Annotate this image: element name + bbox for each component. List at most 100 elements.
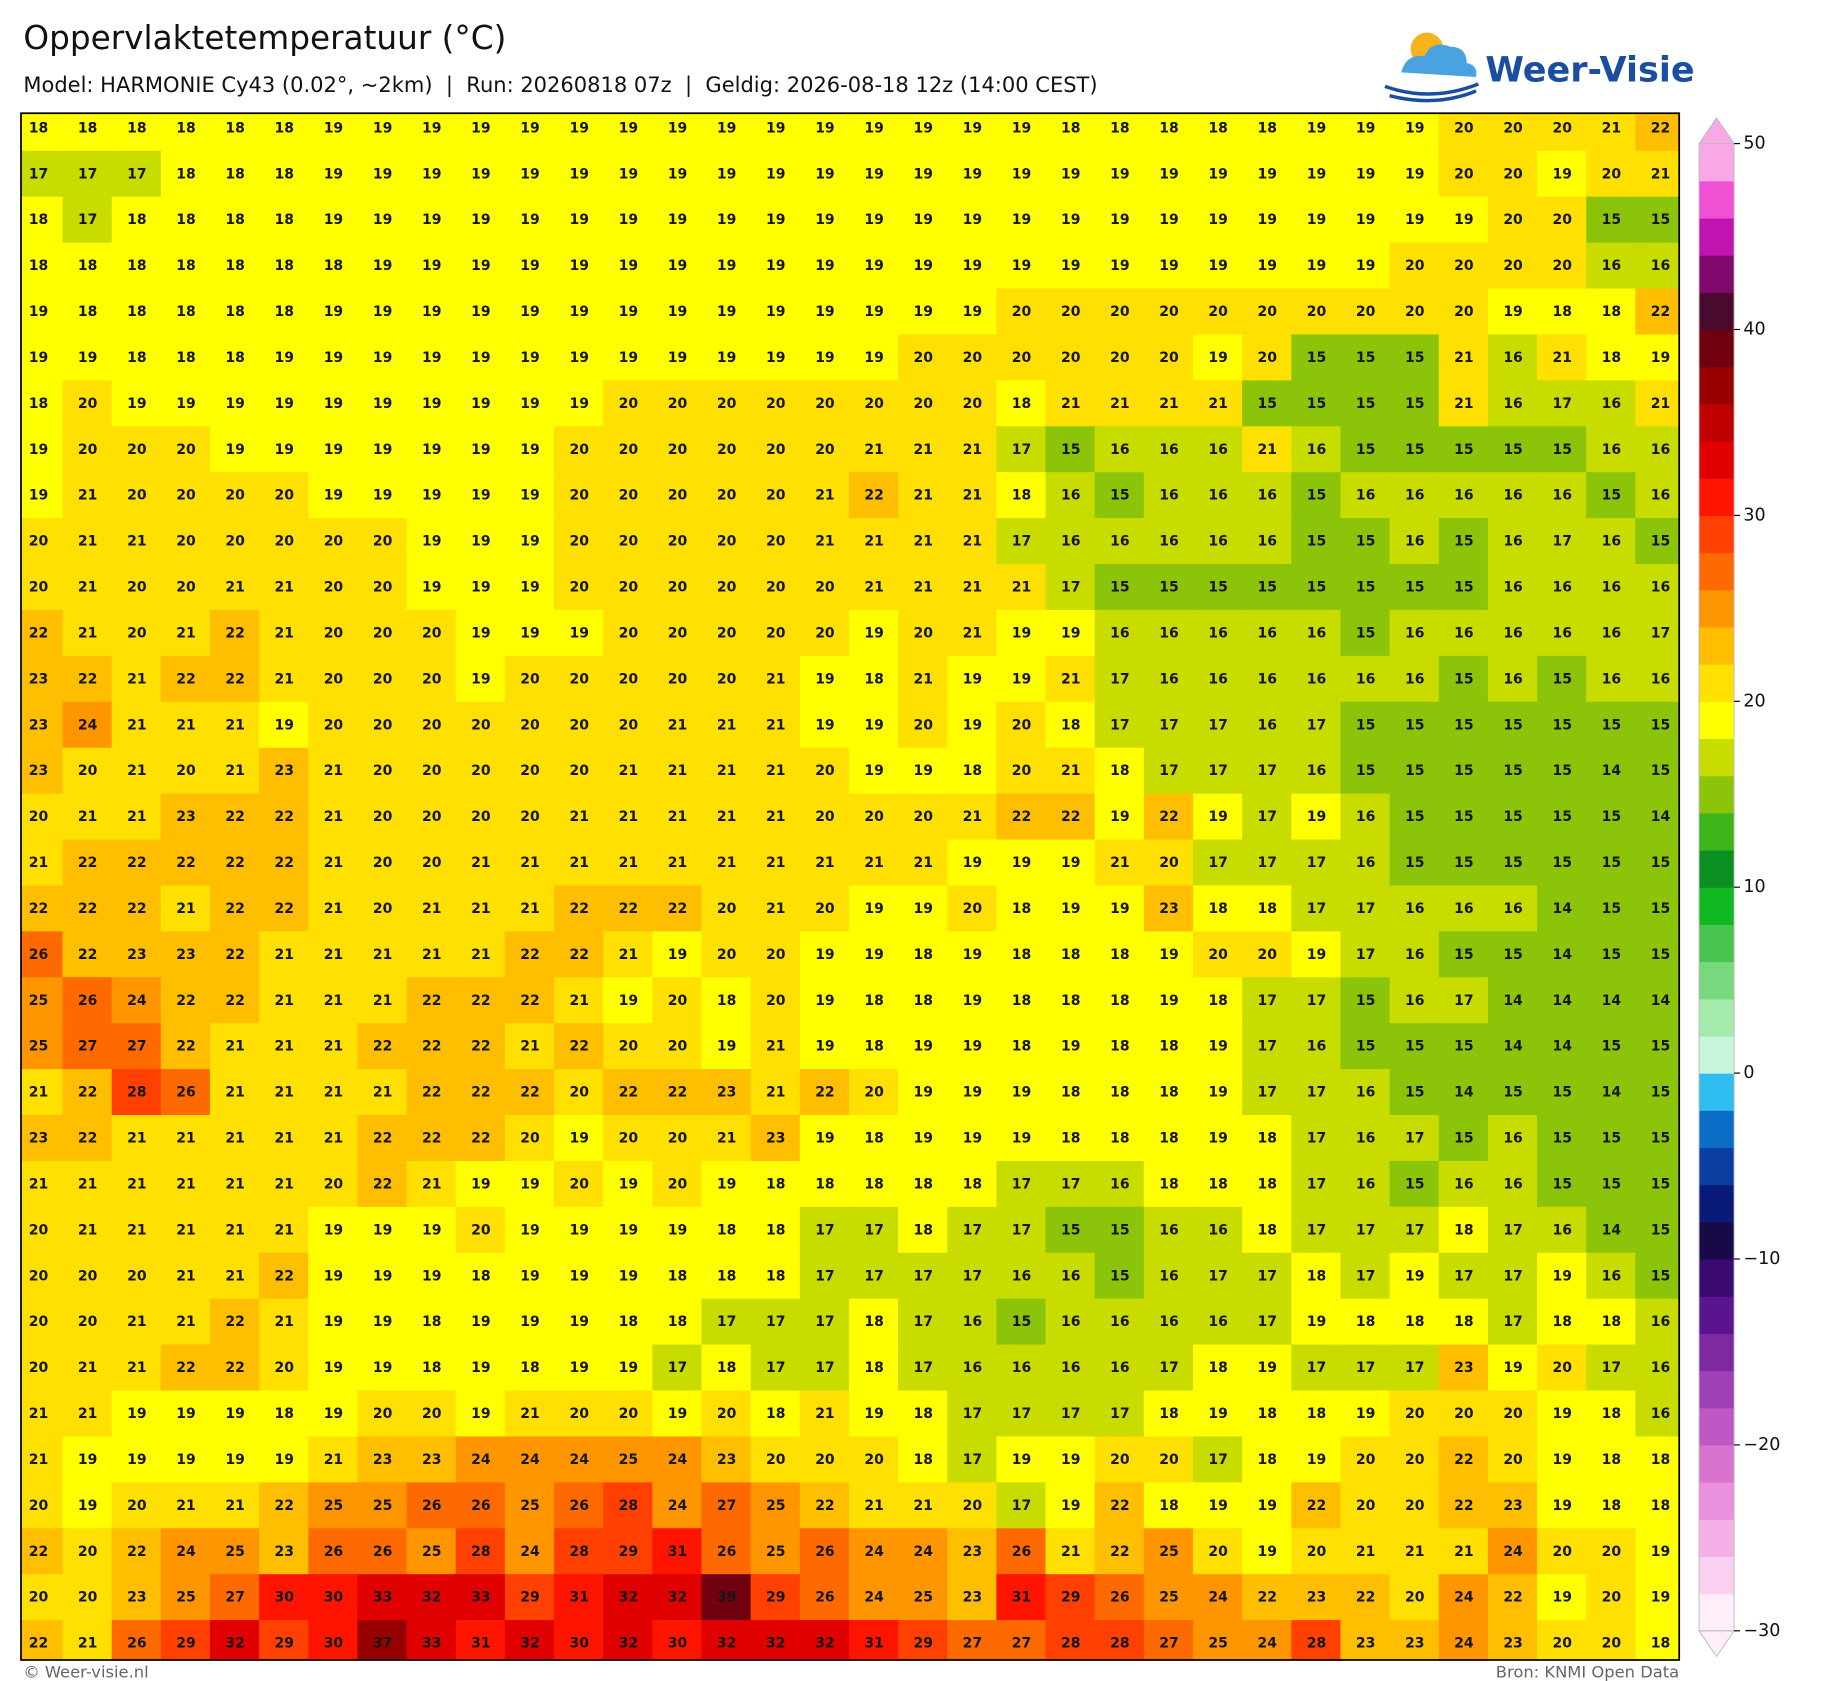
temperature-cell: [1291, 1115, 1342, 1163]
temperature-cell: [1291, 701, 1342, 749]
temperature-cell: [848, 1620, 900, 1660]
temperature-value: 21: [176, 1131, 195, 1147]
temperature-value: 27: [1159, 1636, 1178, 1652]
temperature-cell: [209, 472, 261, 520]
temperature-cell: [455, 334, 507, 382]
temperature-value: 19: [373, 166, 392, 182]
temperature-value: 21: [668, 855, 687, 871]
temperature-cell: [455, 1482, 507, 1530]
temperature-cell: [1389, 1069, 1440, 1117]
temperature-value: 21: [225, 1176, 244, 1192]
temperature-cell: [1586, 426, 1637, 474]
temperature-value: 15: [1454, 1131, 1473, 1147]
temperature-value: 21: [225, 1085, 244, 1101]
temperature-value: 19: [914, 1039, 933, 1055]
temperature-value: 20: [176, 580, 196, 596]
temperature-value: 15: [1356, 534, 1375, 550]
temperature-cell: [1487, 1252, 1539, 1300]
temperature-value: 20: [324, 717, 344, 733]
temperature-value: 17: [1454, 993, 1473, 1009]
temperature-cell: [848, 1206, 900, 1254]
temperature-value: 22: [78, 855, 97, 871]
temperature-value: 21: [963, 625, 982, 641]
temperature-cell: [996, 1298, 1047, 1346]
temperature-field: [21, 113, 1680, 1660]
temperature-value: 21: [1552, 350, 1571, 366]
temperature-cell: [554, 1206, 605, 1254]
temperature-value: 19: [668, 1222, 687, 1238]
temperature-cell: [1487, 655, 1539, 703]
temperature-cell: [1291, 931, 1342, 979]
temperature-value: 19: [1356, 212, 1375, 228]
temperature-cell: [1537, 1115, 1588, 1163]
temperature-value: 17: [1012, 1176, 1031, 1192]
temperature-cell: [1586, 1069, 1637, 1117]
temperature-cell: [1340, 113, 1391, 152]
temperature-cell: [62, 288, 113, 336]
temperature-cell: [1094, 472, 1146, 520]
temperature-cell: [1537, 1482, 1588, 1530]
temperature-value: 22: [29, 625, 48, 641]
temperature-cell: [1242, 1528, 1293, 1576]
temperature-value: 15: [1110, 580, 1129, 596]
temperature-cell: [898, 1528, 949, 1576]
temperature-value: 19: [569, 396, 588, 412]
temperature-cell: [947, 1115, 998, 1163]
temperature-cell: [603, 113, 654, 152]
temperature-value: 15: [1503, 717, 1522, 733]
temperature-value: 18: [127, 212, 146, 228]
temperature-cell: [1586, 113, 1637, 152]
temperature-value: 19: [471, 534, 490, 550]
temperature-value: 15: [1356, 763, 1375, 779]
temperature-value: 18: [1159, 1406, 1178, 1422]
temperature-value: 19: [29, 304, 48, 320]
temperature-value: 16: [963, 1314, 982, 1330]
temperature-cell: [1389, 1482, 1440, 1530]
temperature-value: 20: [127, 1268, 147, 1284]
temperature-value: 19: [78, 350, 97, 366]
temperature-value: 20: [1159, 855, 1179, 871]
temperature-value: 19: [471, 304, 490, 320]
colorbar-tick-label: 40: [1743, 319, 1765, 339]
temperature-cell: [62, 1344, 113, 1392]
temperature-cell: [947, 426, 998, 474]
temperature-value: 21: [815, 488, 834, 504]
temperature-cell: [1045, 334, 1096, 382]
temperature-cell: [701, 1115, 752, 1163]
temperature-value: 20: [815, 809, 835, 825]
temperature-value: 30: [569, 1636, 589, 1652]
temperature-cell: [1143, 885, 1195, 933]
temperature-value: 26: [569, 1498, 588, 1514]
temperature-value: 21: [78, 1406, 97, 1422]
temperature-value: 21: [324, 809, 343, 825]
temperature-value: 17: [1405, 1360, 1424, 1376]
temperature-value: 18: [176, 212, 195, 228]
temperature-value: 22: [1356, 1590, 1375, 1606]
temperature-cell: [1094, 426, 1146, 474]
temperature-cell: [1635, 1069, 1680, 1117]
temperature-cell: [898, 609, 949, 658]
temperature-cell: [1340, 1620, 1391, 1660]
temperature-cell: [1242, 1023, 1293, 1071]
temperature-cell: [21, 747, 64, 795]
temperature-cell: [504, 1069, 556, 1117]
colorbar-segment: [1699, 589, 1735, 628]
temperature-value: 19: [963, 304, 982, 320]
temperature-value: 19: [1258, 212, 1277, 228]
temperature-cell: [1340, 793, 1391, 841]
temperature-cell: [1438, 793, 1490, 841]
temperature-value: 20: [963, 1498, 983, 1514]
temperature-cell: [308, 1528, 359, 1576]
temperature-value: 15: [1651, 1176, 1670, 1192]
temperature-cell: [1045, 793, 1096, 841]
temperature-value: 17: [1012, 442, 1031, 458]
temperature-cell: [1389, 196, 1440, 244]
temperature-cell: [1340, 1115, 1391, 1163]
temperature-cell: [1586, 885, 1637, 933]
temperature-value: 19: [569, 258, 588, 274]
temperature-cell: [1438, 1528, 1490, 1576]
colorbar-tick-label: −10: [1743, 1249, 1780, 1269]
temperature-cell: [898, 655, 949, 703]
temperature-cell: [21, 609, 64, 658]
temperature-cell: [62, 242, 113, 290]
